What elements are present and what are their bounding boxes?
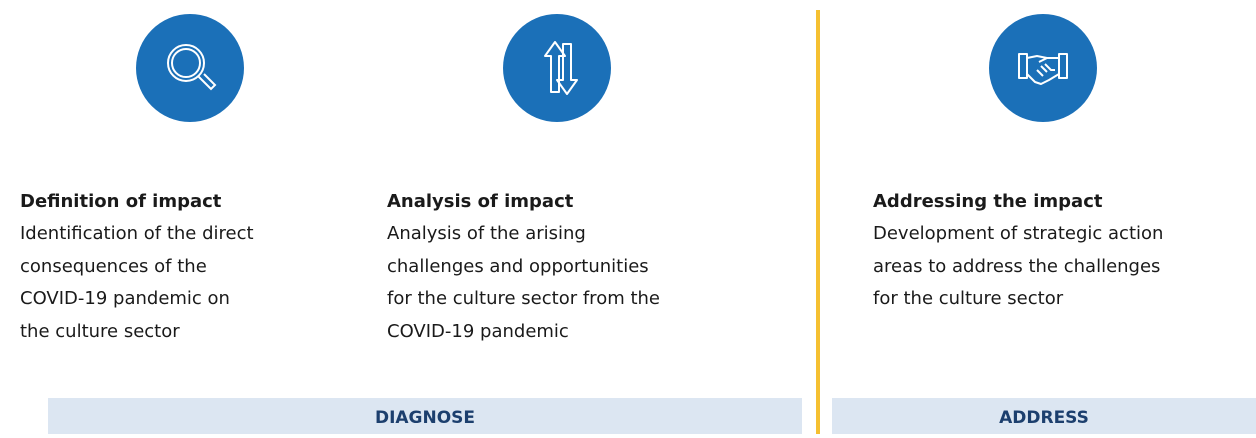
magnifier-icon	[167, 44, 217, 91]
description-line: consequences of the	[20, 255, 207, 277]
icon-circle	[136, 14, 244, 122]
icon-circle	[989, 14, 1097, 122]
description-line: for the culture sector from the	[387, 288, 660, 309]
phase-bar: ADDRESS	[832, 398, 1256, 434]
description-line: COVID-19 pandemic on	[20, 288, 230, 309]
step-title: Definition of impact	[20, 191, 222, 212]
description-line: for the culture sector	[873, 288, 1064, 309]
step-description: Analysis of the arising challenges and op…	[387, 218, 727, 348]
step-description: Development of strategic action areas to …	[873, 218, 1213, 316]
description-line: Identification of the direct	[20, 223, 254, 244]
step-title: Addressing the impact	[873, 191, 1103, 212]
description-line: challenges and opportunities	[387, 255, 649, 277]
icon-circle	[503, 14, 611, 122]
description-line: areas to address the challenges	[873, 255, 1161, 277]
arrows-icon	[544, 41, 578, 95]
divider	[816, 10, 820, 434]
step-description: Identification of the direct consequences…	[20, 218, 360, 348]
description-line: Development of strategic action	[873, 223, 1164, 244]
step-title: Analysis of impact	[387, 191, 574, 212]
phase-bar: DIAGNOSE	[48, 398, 802, 434]
description-line: COVID-19 pandemic	[387, 320, 569, 342]
description-line: the culture sector	[20, 320, 180, 342]
handshake-icon	[1018, 53, 1068, 85]
description-line: Analysis of the arising	[387, 223, 586, 244]
